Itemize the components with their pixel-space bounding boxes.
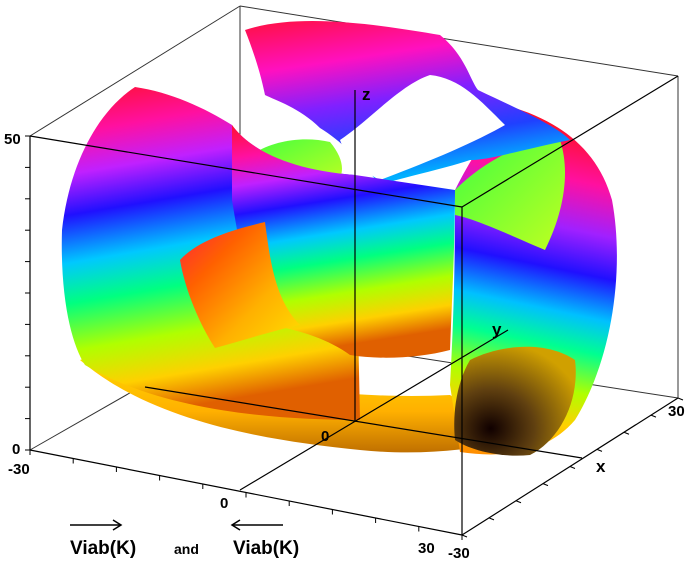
y-axis-line xyxy=(239,329,509,491)
caption-right-term: Viab(K) xyxy=(233,538,299,559)
surface-inner-wing xyxy=(180,222,300,348)
caption-left-term: Viab(K) xyxy=(70,538,136,559)
z-axis-label: z xyxy=(362,85,371,104)
caption-connector: and xyxy=(174,541,199,557)
axis-ticks xyxy=(25,135,684,540)
y-tick-max: 30 xyxy=(668,403,685,420)
surface-dark-pocket xyxy=(454,346,576,456)
x-axis-line xyxy=(144,386,583,459)
x-tick-mid: 0 xyxy=(220,495,228,512)
y-axis-tick xyxy=(569,466,576,469)
y-axis-tick xyxy=(623,431,630,435)
left-arrow-icon xyxy=(230,519,283,531)
y-axis-tick xyxy=(515,500,522,504)
right-arrow-icon xyxy=(70,519,123,531)
y-axis-tick xyxy=(596,448,603,452)
viability-surface xyxy=(61,21,617,456)
y-axis-label: y xyxy=(492,320,502,339)
z-tick-min: 0 xyxy=(12,441,20,458)
z-tick-max: 50 xyxy=(4,131,21,148)
caption: Viab(K) and Viab(K) xyxy=(70,519,299,559)
surface-top-hole xyxy=(340,75,505,180)
origin-label: 0 xyxy=(321,428,329,445)
y-axis-tick xyxy=(488,517,495,521)
surface-front-wall xyxy=(232,125,455,358)
y-tick-min: -30 xyxy=(448,545,470,562)
y-axis-tick xyxy=(542,483,549,487)
y-axis-tick xyxy=(461,534,468,538)
x-tick-max: 30 xyxy=(418,540,435,557)
central-axes xyxy=(144,90,583,491)
y-axis-tick xyxy=(650,414,657,418)
y-axis-tick xyxy=(677,397,684,401)
x-axis-label: x xyxy=(596,457,606,476)
surface-inner-green-right xyxy=(455,140,565,250)
x-tick-min: -30 xyxy=(8,461,30,478)
